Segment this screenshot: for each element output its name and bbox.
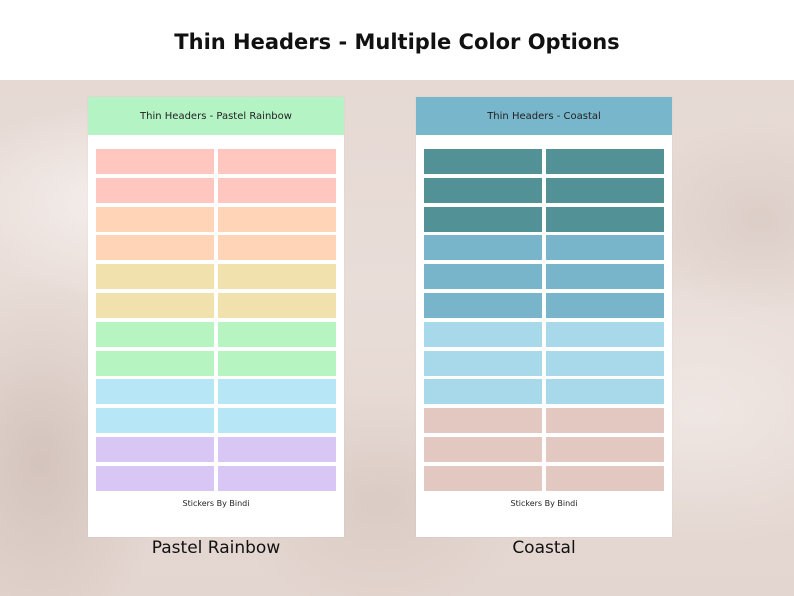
header-sticker bbox=[424, 408, 542, 434]
header-sticker bbox=[218, 465, 336, 491]
header-sticker bbox=[96, 436, 214, 462]
sticker-sheet-coastal: Thin Headers - Coastal Stickers By Bindi bbox=[416, 97, 672, 537]
header-sticker bbox=[218, 292, 336, 318]
header-sticker bbox=[424, 177, 542, 203]
header-sticker bbox=[218, 350, 336, 376]
header-sticker bbox=[546, 321, 664, 347]
sheet-footer: Stickers By Bindi bbox=[182, 499, 250, 508]
header-sticker bbox=[218, 408, 336, 434]
sheet-footer: Stickers By Bindi bbox=[510, 499, 578, 508]
header-sticker bbox=[546, 379, 664, 405]
header-sticker bbox=[218, 177, 336, 203]
header-sticker bbox=[218, 436, 336, 462]
header-sticker bbox=[546, 149, 664, 174]
header-sticker bbox=[218, 321, 336, 347]
header-sticker bbox=[546, 350, 664, 376]
header-sticker bbox=[424, 235, 542, 261]
header-sticker bbox=[218, 206, 336, 232]
caption-pastel-rainbow: Pastel Rainbow bbox=[151, 538, 281, 558]
header-sticker bbox=[546, 436, 664, 462]
header-sticker bbox=[546, 292, 664, 318]
header-sticker bbox=[424, 149, 542, 174]
header-sticker bbox=[218, 149, 336, 174]
header-sticker bbox=[96, 321, 214, 347]
header-sticker bbox=[546, 235, 664, 261]
header-sticker bbox=[424, 292, 542, 318]
header-sticker bbox=[424, 465, 542, 491]
header-sticker bbox=[96, 206, 214, 232]
header-sticker bbox=[96, 408, 214, 434]
title-band bbox=[0, 0, 794, 80]
header-sticker bbox=[546, 408, 664, 434]
header-sticker bbox=[96, 379, 214, 405]
header-sticker bbox=[218, 264, 336, 290]
header-sticker bbox=[546, 206, 664, 232]
header-sticker bbox=[96, 235, 214, 261]
sticker-sheet-pastel-rainbow: Thin Headers - Pastel Rainbow Stickers B… bbox=[88, 97, 344, 537]
sheet-header: Thin Headers - Coastal bbox=[416, 97, 672, 135]
header-sticker bbox=[424, 436, 542, 462]
header-sticker bbox=[96, 350, 214, 376]
header-sticker bbox=[546, 465, 664, 491]
header-sticker bbox=[424, 206, 542, 232]
header-sticker bbox=[218, 379, 336, 405]
header-sticker bbox=[96, 292, 214, 318]
header-sticker bbox=[96, 149, 214, 174]
sheet-header: Thin Headers - Pastel Rainbow bbox=[88, 97, 344, 135]
header-sticker bbox=[424, 379, 542, 405]
sticker-grid bbox=[96, 149, 336, 491]
caption-coastal: Coastal bbox=[512, 538, 576, 558]
header-sticker bbox=[424, 264, 542, 290]
header-sticker bbox=[424, 321, 542, 347]
header-sticker bbox=[96, 177, 214, 203]
header-sticker bbox=[546, 264, 664, 290]
header-sticker bbox=[96, 465, 214, 491]
header-sticker bbox=[96, 264, 214, 290]
header-sticker bbox=[424, 350, 542, 376]
sticker-grid bbox=[424, 149, 664, 491]
header-sticker bbox=[546, 177, 664, 203]
header-sticker bbox=[218, 235, 336, 261]
page-title: Thin Headers - Multiple Color Options bbox=[174, 30, 620, 54]
